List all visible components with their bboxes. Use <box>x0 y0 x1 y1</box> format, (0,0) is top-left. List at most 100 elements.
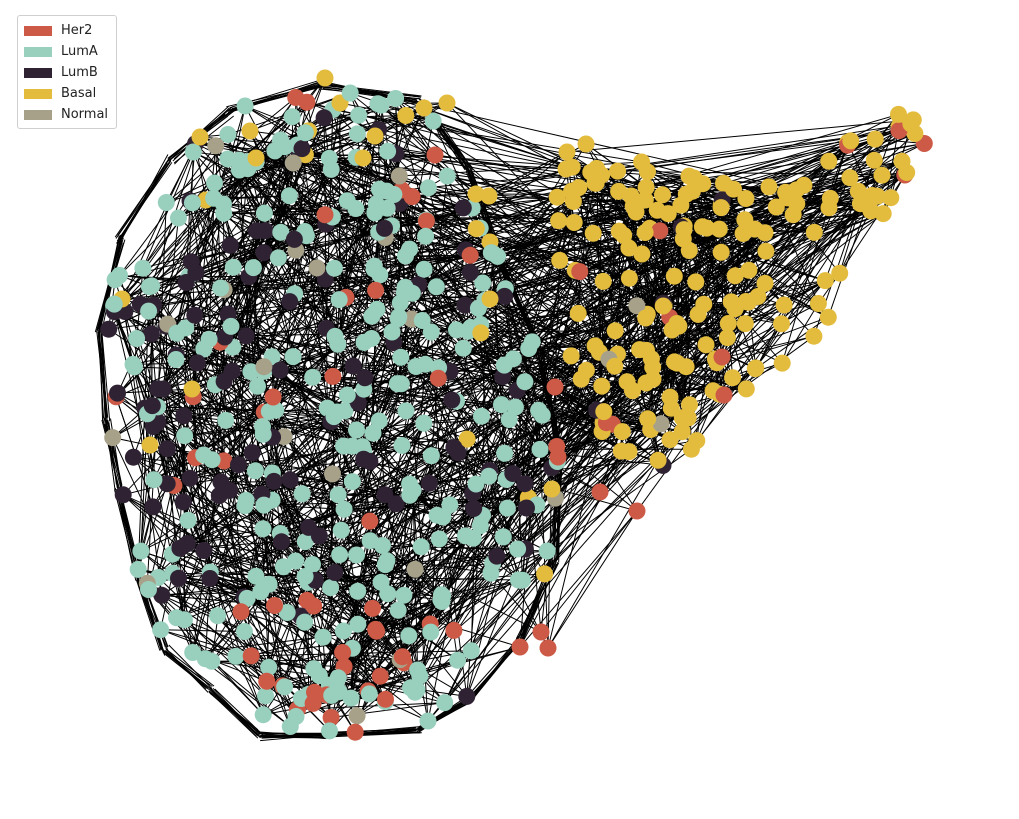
graph-node <box>718 329 736 347</box>
graph-node <box>205 189 223 207</box>
graph-edge <box>334 237 386 269</box>
graph-node <box>841 169 859 187</box>
graph-node <box>315 109 333 127</box>
graph-edge <box>211 689 261 735</box>
graph-edge <box>363 399 453 460</box>
graph-node <box>902 115 920 133</box>
graph-node <box>523 333 541 351</box>
graph-node <box>255 496 273 514</box>
graph-edge <box>358 399 452 404</box>
legend-swatch <box>24 46 52 57</box>
graph-node <box>329 486 347 504</box>
graph-edge <box>120 154 169 241</box>
graph-edge <box>429 411 605 625</box>
graph-node <box>401 240 419 258</box>
graph-node <box>464 529 482 547</box>
graph-node <box>354 149 372 167</box>
graph-node <box>697 336 715 354</box>
graph-edge <box>100 328 108 420</box>
graph-edge <box>264 129 380 232</box>
graph-node <box>387 495 405 513</box>
graph-edge <box>339 303 819 556</box>
graph-node <box>374 537 391 554</box>
graph-edge <box>278 174 602 259</box>
graph-node <box>183 194 201 212</box>
graph-node <box>254 706 272 724</box>
graph-node <box>536 565 554 583</box>
legend-item-lumb: LumB <box>18 62 116 83</box>
graph-edge <box>98 331 107 420</box>
graph-node <box>562 347 580 365</box>
graph-node <box>406 560 424 578</box>
graph-node <box>242 363 260 381</box>
graph-edge <box>395 153 650 229</box>
graph-node <box>221 481 239 499</box>
graph-node <box>335 437 352 455</box>
graph-edge <box>165 648 215 687</box>
legend-label: Her2 <box>61 23 93 38</box>
graph-edge <box>628 440 697 453</box>
graph-edge <box>264 366 417 413</box>
graph-node <box>415 414 433 432</box>
graph-node <box>338 386 356 404</box>
graph-node <box>287 552 305 570</box>
graph-edge <box>191 388 263 428</box>
graph-node <box>183 380 201 398</box>
graph-edge <box>547 510 638 649</box>
graph-node <box>865 151 883 169</box>
graph-edge <box>602 280 716 360</box>
graph-node <box>397 107 415 124</box>
graph-node <box>637 309 655 327</box>
graph-node <box>258 672 276 690</box>
graph-node <box>326 327 344 345</box>
graph-node <box>224 258 242 276</box>
graph-node <box>281 471 299 489</box>
graph-edge <box>114 311 175 486</box>
graph-edge <box>263 370 380 422</box>
graph-node <box>481 290 499 308</box>
graph-node <box>367 281 385 299</box>
graph-node <box>144 498 162 516</box>
graph-node <box>390 308 408 326</box>
graph-node <box>551 251 569 269</box>
graph-node <box>665 267 683 285</box>
graph-edge <box>387 431 603 595</box>
graph-node <box>269 249 287 267</box>
graph-node <box>322 579 340 597</box>
graph-node <box>682 440 700 458</box>
graph-node <box>114 486 132 504</box>
graph-edge <box>399 195 873 660</box>
graph-edge <box>161 594 275 606</box>
graph-node <box>392 348 410 366</box>
graph-edge <box>441 579 523 596</box>
graph-node <box>458 430 476 448</box>
graph-edge <box>325 151 568 280</box>
graph-node <box>334 644 352 661</box>
graph-edge <box>401 452 459 657</box>
graph-edge <box>792 214 841 274</box>
graph-node <box>402 679 419 697</box>
graph-node <box>868 187 886 205</box>
graph-node <box>158 475 176 493</box>
graph-edge <box>781 303 819 364</box>
graph-node <box>722 293 740 311</box>
graph-node <box>141 436 159 454</box>
graph-edge <box>350 545 383 699</box>
graph-node <box>246 462 264 480</box>
graph-node <box>168 324 186 342</box>
graph-node <box>496 287 514 305</box>
graph-node <box>168 609 186 627</box>
graph-edge <box>160 629 245 632</box>
graph-node <box>370 412 388 430</box>
graph-node <box>271 361 289 379</box>
graph-node <box>298 93 316 111</box>
graph-node <box>438 94 456 112</box>
graph-node <box>467 185 485 203</box>
graph-node <box>378 199 396 217</box>
graph-edge <box>397 452 459 611</box>
graph-edge <box>490 550 548 574</box>
graph-node <box>673 423 691 441</box>
graph-node <box>379 142 397 160</box>
legend-swatch <box>24 88 52 99</box>
graph-node <box>348 546 366 564</box>
